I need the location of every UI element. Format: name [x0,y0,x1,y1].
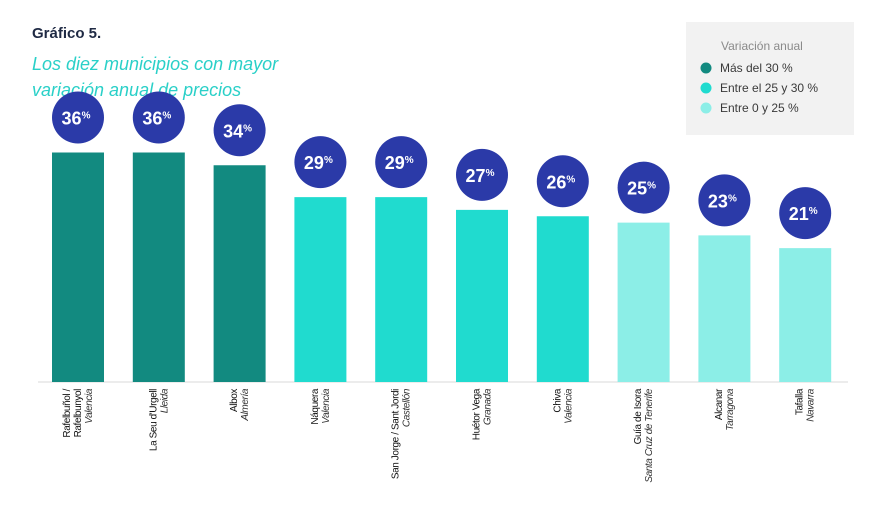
category-province-2: Lleida [159,388,170,413]
category-label-1: Rafelbuñol / [62,388,73,437]
value-label-8: 25% [627,179,656,199]
category-label-7: Chiva [552,388,563,412]
category-province-10: Navarra [806,388,817,422]
value-label-5: 29% [385,153,414,173]
chart-number: Gráfico 5. [32,25,101,42]
category-label-1: Rafelbunyol [73,389,84,438]
category-label-2: La Seu d'Urgell [148,389,159,451]
legend-box [686,22,854,135]
category-label-6: Huétor Vega [472,388,483,440]
bar-2 [132,152,185,382]
value-label-1: 36% [62,109,91,129]
category-province-3: Almería [240,388,251,421]
value-badge-3 [213,104,266,157]
value-label-4: 29% [304,153,333,173]
value-badge-6 [456,148,508,201]
category-label-5: San Jorge / Sant Jordi [391,389,402,479]
category-province-7: Valencia [563,388,574,424]
value-badge-1 [52,91,104,144]
legend-label-over-30: Más del 30 % [720,61,793,75]
value-badge-4 [294,136,347,189]
legend-swatch-0-25 [700,102,712,114]
category-province-5: Castellón [402,388,413,427]
category-label-9: Alcanar [714,388,725,420]
category-label-8: Guía de Isora [633,388,644,444]
chart-title-line-1: Los diez municipios con mayor [32,54,279,74]
category-label-4: Náquera [310,388,321,424]
category-province-8: Santa Cruz de Tenerife [644,388,655,483]
value-label-7: 26% [546,172,575,192]
value-badge-7 [536,155,589,208]
bar-8 [617,222,670,382]
value-label-2: 36% [142,109,171,129]
bars-group: 36%Rafelbuñol / Rafelbunyol Valencia36%La … [52,91,832,483]
value-label-3: 34% [223,121,252,141]
value-badge-9 [698,174,751,227]
value-badge-10 [779,187,832,240]
value-badge-8 [617,161,670,214]
legend-label-25-30: Entre el 25 y 30 % [720,81,818,95]
value-label-10: 21% [789,204,818,224]
category-label-10: Tafalla [795,388,806,415]
bar-4 [294,197,347,382]
bar-9 [698,235,751,382]
value-label-9: 23% [708,191,737,211]
bar-7 [536,216,589,382]
legend-label-0-25: Entre 0 y 25 % [720,101,799,115]
legend-swatch-25-30 [700,82,712,94]
legend-title: Variación anual [721,39,803,53]
category-province-4: Valencia [321,388,332,424]
category-province-9: Tarragona [725,388,736,430]
value-label-6: 27% [466,166,495,186]
category-province-6: Granada [483,388,494,425]
value-badge-5 [375,136,428,189]
legend-swatch-over-30 [700,62,712,74]
category-province-1: Valencia [84,388,95,424]
bar-5 [375,197,428,382]
bar-1 [52,152,104,382]
value-badge-2 [132,91,185,144]
bar-3 [213,165,266,382]
bar-10 [779,248,832,382]
bar-6 [456,209,508,382]
category-label-3: Albox [229,389,240,412]
legend: Variación anual Más del 30 % Entre el 25… [686,22,854,135]
